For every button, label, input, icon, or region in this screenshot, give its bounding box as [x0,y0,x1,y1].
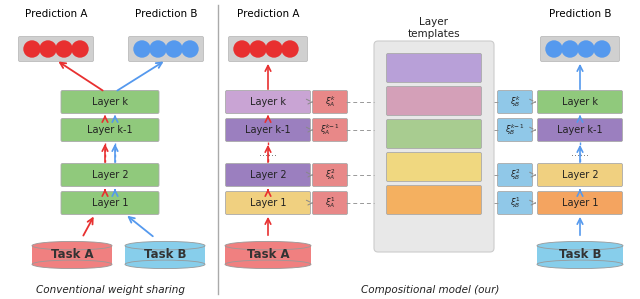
Text: $\xi_A^1$: $\xi_A^1$ [324,196,335,210]
FancyBboxPatch shape [19,36,93,62]
Circle shape [134,41,150,57]
Ellipse shape [537,260,623,269]
FancyBboxPatch shape [387,120,481,149]
Text: Prediction A: Prediction A [237,9,300,19]
Circle shape [562,41,578,57]
Ellipse shape [125,241,205,250]
FancyBboxPatch shape [387,86,481,115]
Text: Layer 1: Layer 1 [250,198,286,208]
Text: Task B: Task B [559,248,601,262]
Text: Layer k: Layer k [92,97,128,107]
FancyBboxPatch shape [312,91,348,114]
Text: Layer k-1: Layer k-1 [245,125,291,135]
Text: Layer 2: Layer 2 [562,170,598,180]
Ellipse shape [125,260,205,269]
Text: Task B: Task B [144,248,186,262]
Text: ......: ...... [571,147,589,158]
Text: Compositional model (our): Compositional model (our) [361,285,499,295]
Text: Layer
templates: Layer templates [408,17,460,39]
Polygon shape [225,246,311,264]
Text: Layer 2: Layer 2 [92,170,128,180]
Text: $\xi_B^k$: $\xi_B^k$ [509,94,520,109]
Text: Prediction A: Prediction A [25,9,87,19]
Polygon shape [32,246,112,264]
Circle shape [182,41,198,57]
Text: $\xi_B^2$: $\xi_B^2$ [509,167,520,182]
FancyBboxPatch shape [61,164,159,187]
Text: Layer 1: Layer 1 [92,198,128,208]
Circle shape [72,41,88,57]
FancyBboxPatch shape [387,54,481,83]
Text: Layer k-1: Layer k-1 [87,125,133,135]
Circle shape [282,41,298,57]
Ellipse shape [225,241,311,250]
Circle shape [578,41,594,57]
Ellipse shape [225,260,311,269]
FancyBboxPatch shape [538,191,623,214]
Ellipse shape [537,241,623,250]
FancyBboxPatch shape [225,164,310,187]
Circle shape [24,41,40,57]
FancyBboxPatch shape [312,164,348,187]
Text: Task A: Task A [51,248,93,262]
FancyBboxPatch shape [538,118,623,141]
Polygon shape [125,246,205,264]
FancyBboxPatch shape [497,118,532,141]
Circle shape [594,41,610,57]
Text: Task A: Task A [246,248,289,262]
Circle shape [56,41,72,57]
Text: $\xi_A^k$: $\xi_A^k$ [324,94,335,109]
FancyBboxPatch shape [225,191,310,214]
FancyBboxPatch shape [225,91,310,114]
Polygon shape [537,246,623,264]
Circle shape [266,41,282,57]
FancyBboxPatch shape [61,191,159,214]
FancyBboxPatch shape [312,191,348,214]
FancyBboxPatch shape [538,91,623,114]
Circle shape [150,41,166,57]
Text: ......: ...... [259,147,277,158]
Text: Layer 1: Layer 1 [562,198,598,208]
FancyBboxPatch shape [61,91,159,114]
Text: $\xi_A^{k\!-\!1}$: $\xi_A^{k\!-\!1}$ [321,123,340,138]
FancyBboxPatch shape [312,118,348,141]
Text: Conventional weight sharing: Conventional weight sharing [35,285,184,295]
Text: Layer k-1: Layer k-1 [557,125,603,135]
Circle shape [250,41,266,57]
FancyBboxPatch shape [497,191,532,214]
FancyBboxPatch shape [538,164,623,187]
Circle shape [234,41,250,57]
Text: $\xi_A^2$: $\xi_A^2$ [324,167,335,182]
Text: $\xi_B^{k\!-\!1}$: $\xi_B^{k\!-\!1}$ [506,123,525,138]
Text: Prediction B: Prediction B [548,9,611,19]
FancyBboxPatch shape [129,36,204,62]
Text: Layer 2: Layer 2 [250,170,286,180]
FancyBboxPatch shape [497,164,532,187]
FancyBboxPatch shape [541,36,620,62]
Circle shape [546,41,562,57]
FancyBboxPatch shape [497,91,532,114]
Text: $\xi_B^1$: $\xi_B^1$ [509,196,520,210]
FancyBboxPatch shape [374,41,494,252]
FancyBboxPatch shape [387,185,481,214]
Text: Prediction B: Prediction B [135,9,197,19]
Text: Layer k: Layer k [562,97,598,107]
FancyBboxPatch shape [61,118,159,141]
Circle shape [40,41,56,57]
Text: Layer k: Layer k [250,97,286,107]
Circle shape [166,41,182,57]
FancyBboxPatch shape [228,36,307,62]
Ellipse shape [32,260,112,269]
FancyBboxPatch shape [225,118,310,141]
FancyBboxPatch shape [387,152,481,181]
Ellipse shape [32,241,112,250]
